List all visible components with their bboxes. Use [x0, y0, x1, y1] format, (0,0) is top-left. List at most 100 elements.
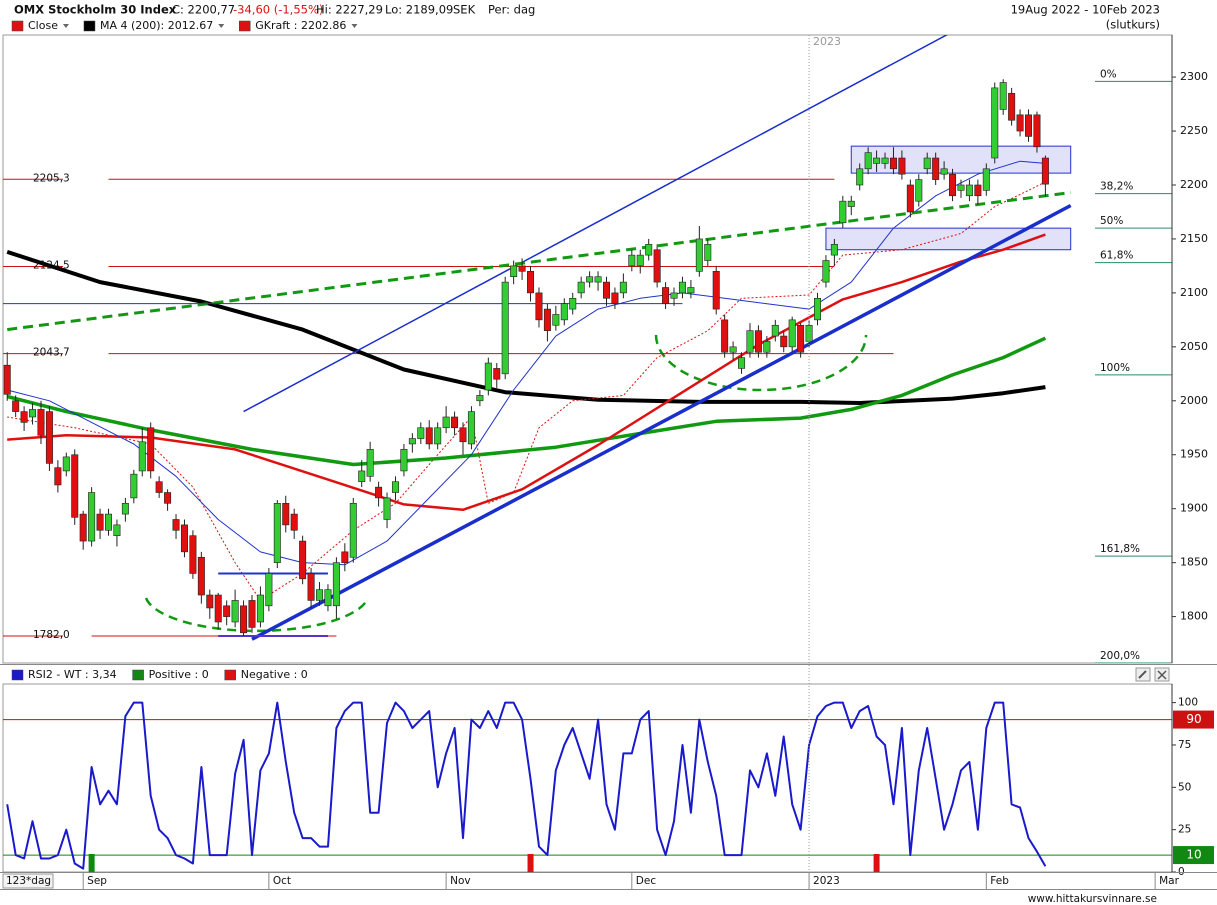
candle-body: [383, 497, 391, 520]
moving-average: [6, 336, 1047, 467]
pattern-arc: [654, 334, 868, 392]
date-range: 19Aug 2022 - 10Feb 2023: [1011, 3, 1160, 17]
legend-swatch: [11, 669, 24, 681]
period: Per: dag: [488, 3, 535, 17]
legend-swatch: [83, 20, 96, 32]
moving-average: [7, 233, 1046, 512]
candle-body: [636, 254, 644, 267]
x-tick-label: Dec: [636, 875, 657, 887]
candle-body: [594, 276, 602, 283]
candle-body: [366, 449, 374, 477]
price-box: [825, 227, 1072, 251]
candle-body: [949, 173, 957, 197]
candle-body: [62, 456, 70, 472]
legend-dropdown: [218, 24, 225, 28]
candle-body: [695, 238, 703, 272]
candle-body: [805, 324, 813, 342]
y-tick-label: 2300: [1180, 70, 1208, 83]
legend-label: MA 4 (200): 2012.67: [100, 19, 213, 32]
candle-body: [628, 254, 636, 267]
level-label: 10: [1186, 848, 1201, 862]
candle-body: [527, 271, 535, 294]
candle-body: [248, 600, 256, 628]
candle-body: [1008, 92, 1016, 121]
y-tick-label: 1800: [1180, 610, 1208, 623]
candle-body: [501, 281, 509, 375]
candle-body: [155, 481, 163, 493]
candle-body: [982, 168, 990, 191]
candle-body: [214, 594, 222, 623]
candle-body: [20, 411, 28, 423]
candle-body: [130, 473, 138, 499]
legend-swatch: [132, 669, 144, 681]
candle-body: [282, 503, 290, 526]
legend-label: Close: [28, 19, 58, 32]
period-label: 123*dag: [6, 875, 51, 887]
candle-body: [552, 314, 560, 326]
legend-label: Positive : 0: [149, 668, 209, 681]
candle-body: [510, 265, 518, 278]
candle-body: [54, 467, 62, 486]
fib-label: 0%: [1100, 68, 1117, 80]
candle-body: [197, 556, 205, 596]
candle-body: [45, 411, 53, 464]
candle-body: [1041, 157, 1049, 185]
candle-body: [678, 281, 686, 294]
candle-body: [611, 292, 619, 304]
candle-body: [451, 416, 459, 429]
candle-body: [830, 244, 838, 256]
candle-body: [856, 168, 864, 186]
chart-title: OMX Stockholm 30 Index: [14, 3, 177, 17]
candle-body: [906, 184, 914, 213]
candle-body: [459, 427, 467, 443]
candle-body: [172, 519, 180, 531]
candle-body: [138, 441, 146, 472]
candle-body: [493, 368, 501, 380]
x-tick-label: Sep: [87, 875, 107, 887]
high-value: Hi: 2227,29: [316, 3, 383, 17]
x-tick-label: 2023: [813, 875, 840, 887]
candle-body: [408, 438, 416, 445]
rsi-plot: [3, 701, 1172, 872]
settings-icon: [1138, 670, 1147, 679]
candle-body: [797, 324, 805, 353]
candle-body: [299, 540, 307, 580]
candle-body: [771, 324, 779, 337]
candle-body: [358, 470, 366, 483]
signal-marker: [873, 854, 880, 872]
reference-label: 2043,7: [33, 347, 70, 359]
candle-body: [391, 481, 399, 493]
candle-body: [873, 157, 881, 164]
candle-body: [560, 303, 568, 321]
change-value: -34,60 (-1,55%): [233, 3, 323, 17]
candle-body: [704, 244, 712, 261]
candle-body: [653, 249, 661, 283]
candle-body: [12, 400, 20, 412]
candle-body: [670, 292, 678, 299]
candle-body: [763, 341, 771, 353]
currency: SEK: [453, 3, 476, 17]
reference-label: 2124,5: [33, 259, 70, 271]
candle-body: [29, 409, 37, 418]
candle-body: [1016, 114, 1024, 132]
x-axis: 123*dag Sep Oct Nov Dec 2023 Feb Mar: [0, 872, 1217, 890]
y-tick-label: 50: [1178, 781, 1191, 793]
candle-body: [780, 335, 788, 348]
signal-marker: [527, 854, 534, 872]
candle-body: [3, 364, 11, 395]
fib-label: 61,8%: [1100, 250, 1133, 262]
fib-label: 100%: [1100, 362, 1130, 374]
candle-body: [543, 308, 551, 331]
candle-body: [839, 200, 847, 224]
candle-body: [307, 573, 315, 601]
candle-body: [645, 244, 653, 256]
year-label: 2023: [813, 35, 841, 48]
candle-body: [206, 594, 214, 609]
trend-line: [251, 203, 1072, 641]
period-box: [2, 873, 54, 889]
candle-body: [518, 265, 526, 272]
y-tick-label: 2100: [1180, 286, 1208, 299]
candle-body: [71, 454, 79, 518]
candle-body: [316, 589, 324, 601]
y-tick-label: 75: [1178, 739, 1191, 751]
